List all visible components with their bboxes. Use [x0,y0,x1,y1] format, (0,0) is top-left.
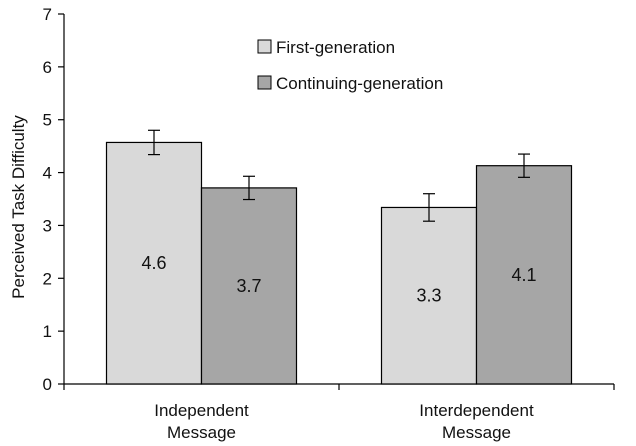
y-tick-label: 0 [43,375,52,394]
y-tick-label: 7 [43,5,52,24]
x-category-label: Interdependent Message [419,401,534,442]
y-tick-label: 3 [43,216,52,235]
bar [380,206,478,385]
x-category-label-line: Message [167,423,236,442]
y-axis: 0 1 2 3 4 5 6 7 [43,5,65,394]
legend-label: Continuing-generation [276,74,443,93]
bar [105,141,203,385]
legend-label: First-generation [276,38,395,57]
x-axis: Independent Message Interdependent Message [63,383,615,442]
y-tick-label: 2 [43,269,52,288]
x-category-label-line: Message [442,423,511,442]
x-category-label-line: Interdependent [419,401,534,420]
x-category-label-line: Independent [154,401,249,420]
y-tick-label: 1 [43,322,52,341]
y-axis-label: Perceived Task Difficulty [9,115,28,299]
legend-swatch [257,75,272,90]
legend: First-generation Continuing-generation [257,38,443,93]
data-label: 3.7 [236,276,261,296]
x-category-label: Independent Message [154,401,249,442]
y-tick-label: 5 [43,111,52,130]
legend-swatch [257,39,272,54]
y-tick-label: 6 [43,58,52,77]
data-label: 4.6 [141,253,166,273]
y-tick-label: 4 [43,164,52,183]
data-label: 3.3 [416,286,441,306]
bars: 4.6 3.7 3.3 4.1 [105,129,573,385]
bar [200,187,298,385]
data-label: 4.1 [511,265,536,285]
